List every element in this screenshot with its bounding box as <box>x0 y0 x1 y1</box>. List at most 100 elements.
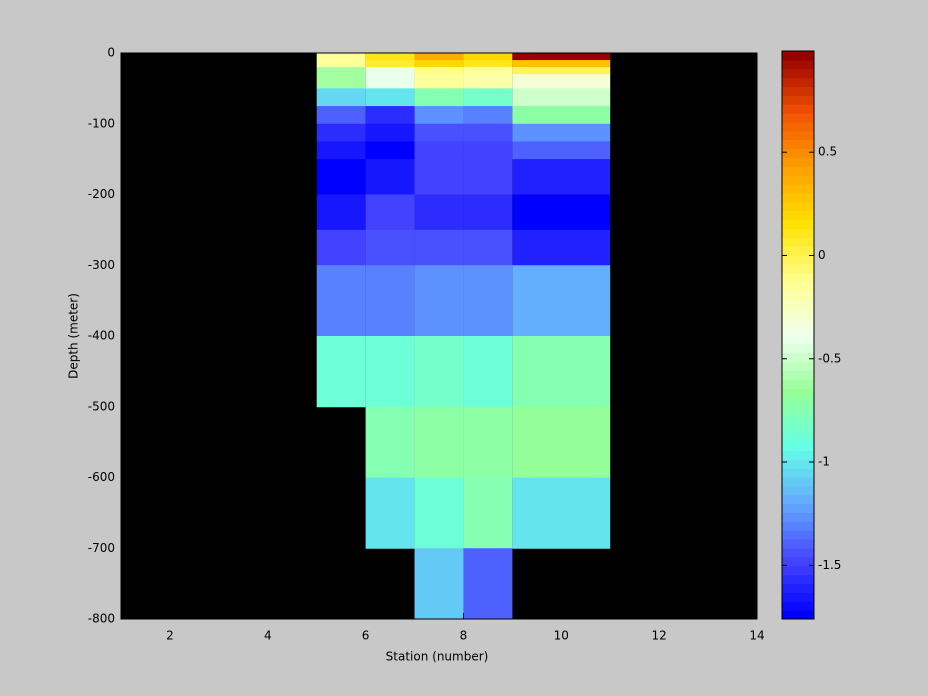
y-tick-label: -600 <box>88 470 115 484</box>
colorbar-swatch <box>782 335 814 345</box>
colorbar-swatch <box>782 166 814 176</box>
colorbar-swatch <box>782 246 814 256</box>
colorbar-tick-label: 0.5 <box>818 145 837 159</box>
colorbar-swatch <box>782 139 814 150</box>
heatmap-cell <box>512 406 611 478</box>
colorbar-swatch <box>782 317 814 327</box>
colorbar-swatch <box>782 68 814 79</box>
colorbar-swatch <box>782 361 814 371</box>
colorbar-swatch <box>782 432 814 442</box>
heatmap-cell <box>316 123 366 142</box>
heatmap-cell <box>463 74 513 89</box>
heatmap-cell <box>316 60 366 68</box>
heatmap-cell <box>512 141 611 160</box>
heatmap-cell <box>512 74 611 89</box>
colorbar-swatch <box>782 193 814 203</box>
heatmap-cell <box>365 194 415 231</box>
colorbar-swatch <box>782 130 814 141</box>
y-tick-label: -300 <box>88 258 115 272</box>
colorbar-swatch <box>782 219 814 229</box>
colorbar-swatch <box>782 450 814 460</box>
heatmap-cell <box>365 67 415 75</box>
colorbar-swatch <box>782 477 814 487</box>
x-tick-label: 2 <box>166 629 174 643</box>
x-tick-label: 8 <box>460 629 468 643</box>
heatmap-cell <box>414 477 464 549</box>
colorbar-swatch <box>782 601 814 611</box>
colorbar-swatch <box>782 610 814 620</box>
heatmap-cell <box>414 88 464 107</box>
colorbar-swatch <box>782 51 814 61</box>
heatmap-cell <box>365 123 415 142</box>
heatmap-cell <box>316 229 366 266</box>
heatmap-cell <box>414 229 464 266</box>
colorbar-frame <box>781 50 815 620</box>
colorbar-swatch <box>782 308 814 318</box>
heatmap-cell <box>512 53 611 61</box>
heatmap-cell <box>316 88 366 107</box>
heatmap-cell <box>365 53 415 61</box>
colorbar-swatch <box>782 485 814 496</box>
heatmap-cell <box>512 336 611 408</box>
y-tick-label: -200 <box>88 187 115 201</box>
colorbar-swatch <box>782 210 814 221</box>
heatmap-cell <box>414 406 464 478</box>
heatmap-cell <box>316 194 366 231</box>
heatmap-cell <box>512 106 611 125</box>
heatmap-cell <box>463 406 513 478</box>
colorbar-tick-label: -1.5 <box>818 558 841 572</box>
heatmap-cell <box>316 67 366 75</box>
colorbar-swatch <box>782 459 814 469</box>
heatmap-cell <box>463 159 513 195</box>
heatmap-cell <box>365 229 415 266</box>
heatmap-cell <box>414 141 464 160</box>
colorbar-swatch <box>782 77 814 87</box>
heatmap-cell <box>463 123 513 142</box>
y-axis-label: Depth (meter) <box>67 293 81 379</box>
colorbar-swatch <box>782 122 814 132</box>
colorbar-swatch <box>782 237 814 247</box>
y-tick-label: -100 <box>88 116 115 130</box>
heatmap-cell <box>316 106 366 125</box>
colorbar-swatch <box>782 539 814 549</box>
heatmap-cell <box>365 141 415 160</box>
colorbar-swatch <box>782 272 814 283</box>
heatmap-cell <box>414 60 464 68</box>
colorbar-swatch <box>782 370 814 380</box>
heatmap-cell <box>414 265 464 337</box>
colorbar-swatch <box>782 175 814 185</box>
colorbar-swatch <box>782 565 814 576</box>
x-tick-label: 6 <box>362 629 370 643</box>
heatmap-cell <box>414 336 464 408</box>
heatmap-cell <box>414 194 464 231</box>
heatmap-cell <box>512 159 611 195</box>
heatmap-cell <box>316 74 366 89</box>
colorbar-swatch <box>782 86 814 96</box>
heatmap-cell <box>365 159 415 195</box>
colorbar-swatch <box>782 503 814 513</box>
heatmap-cell <box>365 88 415 107</box>
colorbar-swatch <box>782 255 814 265</box>
heatmap-cell <box>512 229 611 266</box>
heatmap-cell <box>365 106 415 125</box>
colorbar-swatch <box>782 104 814 114</box>
colorbar-swatch <box>782 326 814 336</box>
heatmap-cell <box>512 477 611 549</box>
colorbar-swatch <box>782 574 814 584</box>
colorbar-tick-label: -0.5 <box>818 351 841 365</box>
heatmap-cell <box>463 229 513 266</box>
colorbar-swatch <box>782 379 814 389</box>
y-tick-label: -700 <box>88 541 115 555</box>
heatmap-cell <box>414 67 464 75</box>
heatmap-cell <box>316 53 366 61</box>
colorbar-swatch <box>782 530 814 540</box>
colorbar-swatch <box>782 113 814 123</box>
colorbar-swatch <box>782 397 814 407</box>
colorbar-swatch <box>782 423 814 434</box>
y-tick-label: -400 <box>88 329 115 343</box>
heatmap-cell <box>463 53 513 61</box>
heatmap-cell <box>316 141 366 160</box>
x-tick-label: 14 <box>749 629 764 643</box>
colorbar-swatch <box>782 352 814 363</box>
